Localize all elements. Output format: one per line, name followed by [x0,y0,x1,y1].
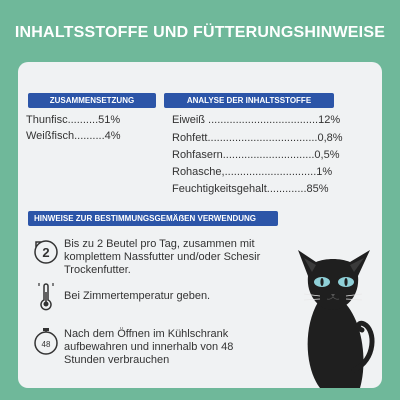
analysis-item: Rohasche,..............................1… [172,166,333,178]
composition-item: Weißfisch..........4% [26,130,121,142]
hints-header: HINWEISE ZUR BESTIMMUNGSGEMÄẞEN VERWENDU… [28,211,278,226]
hint-text: Bis zu 2 Beutel pro Tag, zusammen mit ko… [64,238,261,276]
analysis-item: Eiweiß .................................… [172,114,341,126]
timer-48-icon: 48 [34,328,58,355]
info-card: ZUSAMMENSETZUNG Thunfisc..........51% We… [18,62,382,388]
timer-label: 48 [42,340,51,349]
two-bags-count: 2 [42,245,49,260]
analysis-header: ANALYSE DER INHALTSSTOFFE [164,93,334,108]
composition-header: ZUSAMMENSETZUNG [28,93,156,108]
two-bags-icon: 2 [34,240,58,264]
hint-text: Bei Zimmertemperatur geben. [64,290,211,302]
hint-text: Nach dem Öffnen im Kühlschrank aufbewahr… [64,328,234,366]
page-title: INHALTSSTOFFE UND FÜTTERUNGSHINWEISE [14,24,386,41]
analysis-item: Feuchtigkeitsgehalt.............85% [172,183,329,195]
composition-item: Thunfisc..........51% [26,114,121,126]
thermometer-icon [38,283,54,311]
black-cat-illustration [298,250,375,388]
analysis-item: Rohfett.................................… [172,132,343,144]
analysis-item: Rohfasern..............................0… [172,149,340,161]
